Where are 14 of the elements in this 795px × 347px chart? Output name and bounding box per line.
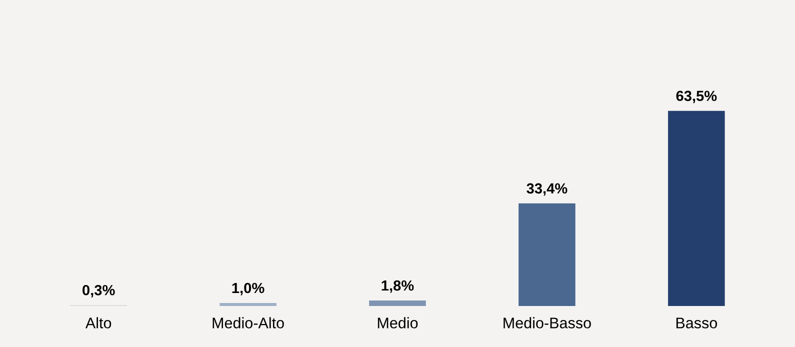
bar [369,300,426,306]
bar [668,110,725,306]
x-tick-label: Medio [378,317,418,328]
x-tick-label: Medio-Basso [504,317,591,328]
data-label: 1,0% [232,282,264,296]
bar [220,302,276,306]
x-tick-label: Alto [85,317,112,328]
data-label: 63,5% [676,90,717,104]
data-label: 0,3% [82,284,115,298]
x-tick-label: Basso [676,318,718,328]
data-label: 1,8% [382,280,414,293]
bar [518,203,576,306]
x-tick-label: Medio-Alto [212,317,284,328]
data-label: 33,4% [526,183,568,196]
